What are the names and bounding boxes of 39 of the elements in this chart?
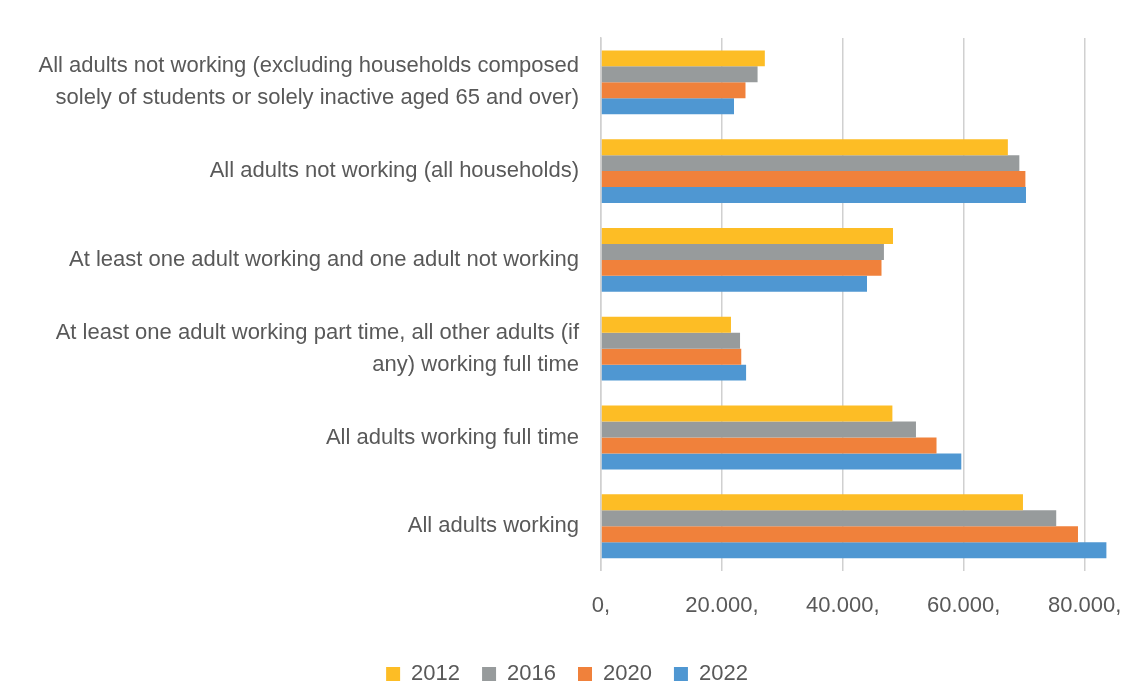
bar	[601, 259, 882, 276]
x-tick-label: 80.000,	[1047, 591, 1122, 617]
legend-label: 2012	[411, 660, 461, 686]
bar	[601, 348, 742, 365]
y-tick-label: All adults working full time	[325, 423, 579, 449]
bar	[601, 82, 746, 99]
y-tick-label: At least one adult working and one adult not working	[69, 245, 579, 271]
x-tick-label: 60.000,	[927, 591, 1001, 617]
bar	[601, 332, 741, 349]
bar	[601, 66, 758, 83]
bar	[601, 405, 893, 422]
legend-label: 2022	[698, 660, 748, 686]
legend-label: 2020	[603, 660, 652, 686]
bar	[601, 187, 1026, 204]
x-tick-label: 40.000,	[806, 591, 880, 617]
x-tick-label: 20.000,	[685, 591, 759, 617]
bar	[601, 171, 1026, 188]
bar	[601, 98, 734, 115]
bar	[601, 155, 1020, 172]
y-tick-label: All adults not working (excluding households composed solely of students or solely inactive aged 65 and over)	[38, 52, 579, 110]
bar	[601, 526, 1078, 543]
x-tick-label: 0,	[591, 591, 611, 617]
bar	[601, 494, 1023, 511]
bar	[601, 275, 867, 292]
bar	[601, 510, 1057, 527]
bar	[601, 421, 916, 438]
bar	[601, 364, 747, 381]
legend-label: 2016	[507, 660, 557, 686]
bar	[601, 227, 893, 244]
bar	[601, 139, 1008, 156]
bar	[601, 437, 937, 454]
bar	[601, 542, 1107, 559]
y-tick-label: All adults not working (all households)	[209, 157, 579, 183]
y-tick-label: At least one adult working part time, all other adults (if any) working full time	[55, 318, 580, 376]
bar	[601, 453, 962, 470]
bar	[601, 243, 884, 260]
bar	[601, 50, 765, 67]
y-tick-label: All adults working	[407, 512, 579, 538]
bar	[601, 316, 731, 333]
